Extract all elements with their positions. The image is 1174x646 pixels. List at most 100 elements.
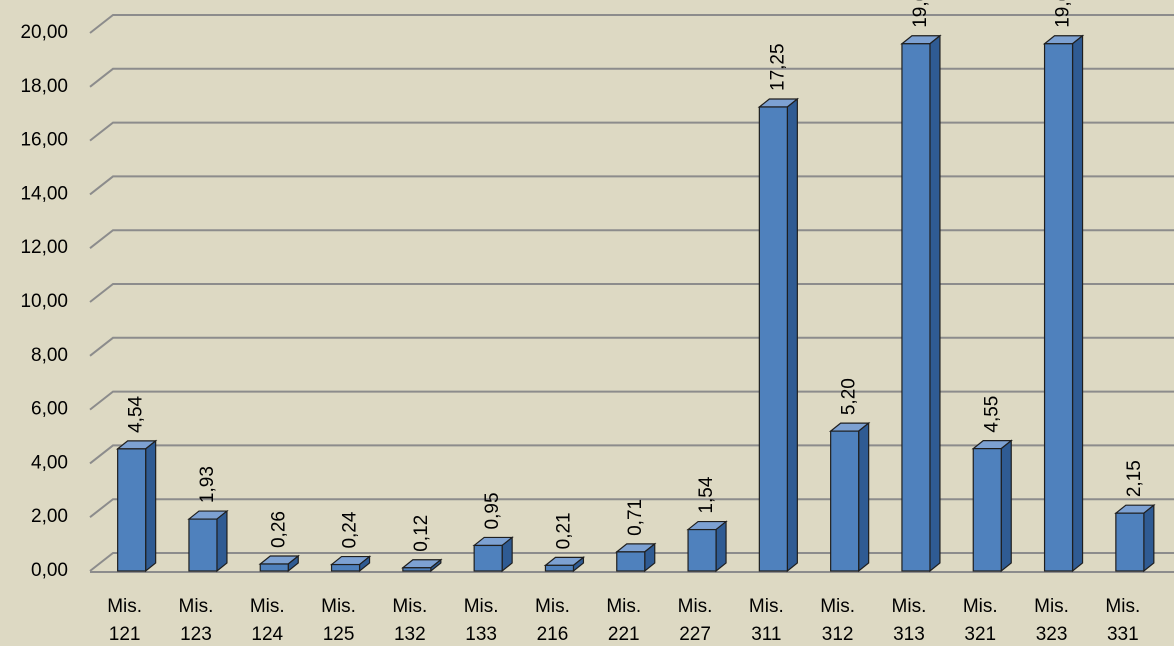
value-label: 2,15 (1124, 460, 1145, 497)
y-tick-label: 2,00 (31, 506, 68, 527)
value-label: 0,26 (268, 511, 289, 548)
grid-line (89, 552, 1174, 572)
grid-line (89, 390, 1174, 411)
x-tick-label: Mis. (678, 596, 713, 617)
value-label: 4,55 (981, 396, 1002, 433)
bar-side (1143, 503, 1155, 573)
bar-front (117, 448, 147, 572)
bar-side (216, 509, 228, 573)
bar-side (715, 520, 727, 573)
bar-front (830, 430, 860, 572)
x-tick-label: Mis. (179, 596, 214, 617)
x-tick-label: Mis. (749, 596, 784, 617)
x-tick-label: Mis. (963, 596, 998, 617)
y-tick-label: 18,00 (20, 76, 68, 97)
x-tick-label: Mis. (321, 596, 356, 617)
bar (472, 536, 514, 573)
bar-front (616, 551, 646, 572)
bar (401, 558, 443, 573)
bar-front (972, 448, 1002, 572)
x-tick-label: Mis. (250, 596, 285, 617)
x-tick-label: Mis. (535, 596, 570, 617)
bar-side (929, 34, 941, 573)
bar-front (758, 106, 788, 572)
x-tick-label: 216 (537, 624, 569, 645)
x-tick-label: 125 (323, 624, 355, 645)
y-tick-label: 10,00 (20, 291, 68, 312)
bar-side (858, 421, 870, 573)
y-tick-label: 0,00 (31, 560, 68, 581)
x-tick-label: Mis. (1105, 596, 1140, 617)
bar-front (402, 567, 432, 572)
y-tick-label: 4,00 (31, 452, 68, 473)
bar-side (786, 97, 798, 573)
bar (900, 34, 942, 573)
x-tick-label: Mis. (1034, 596, 1069, 617)
grid-line (89, 444, 1174, 465)
x-tick-label: Mis. (392, 596, 427, 617)
x-tick-label: 132 (394, 624, 426, 645)
bar (329, 555, 372, 573)
grid-line (89, 67, 1174, 88)
value-label: 17,25 (767, 43, 788, 91)
x-tick-label: 312 (822, 624, 854, 645)
y-tick-label: 14,00 (20, 183, 68, 204)
bar (828, 421, 871, 573)
bar-side (1000, 439, 1012, 573)
y-tick-label: 8,00 (31, 345, 68, 366)
value-label: 0,12 (411, 515, 432, 552)
y-tick-label: 16,00 (20, 130, 68, 151)
x-tick-label: Mis. (464, 596, 499, 617)
x-tick-label: 123 (180, 624, 212, 645)
value-label: 19,60 (1053, 0, 1074, 28)
value-label: 0,21 (553, 512, 574, 549)
bar (543, 556, 586, 573)
bar (615, 542, 657, 573)
x-tick-label: 311 (751, 624, 781, 645)
bar-side (1071, 34, 1084, 573)
bar-front (188, 518, 218, 572)
x-tick-label: 331 (1107, 624, 1139, 645)
grid-line (89, 336, 1174, 357)
value-label: 0,24 (340, 511, 361, 548)
grid-line (89, 498, 1174, 518)
bar (258, 554, 300, 573)
bar-front (330, 563, 361, 572)
y-tick-label: 12,00 (20, 237, 68, 258)
x-tick-label: 133 (465, 624, 497, 645)
x-tick-label: 227 (679, 624, 711, 645)
bar (1042, 34, 1085, 573)
bar-front (1043, 43, 1074, 572)
value-label: 0,71 (625, 499, 646, 536)
value-label: 1,93 (197, 466, 218, 503)
value-label: 19,60 (910, 0, 931, 28)
x-tick-label: 124 (251, 624, 283, 645)
grid-line (89, 121, 1174, 142)
x-tick-label: 321 (964, 624, 996, 645)
value-label: 1,54 (696, 476, 717, 513)
bar-front (901, 43, 931, 572)
bar-front (259, 563, 289, 572)
bar (757, 97, 800, 573)
bar (187, 509, 229, 573)
x-tick-label: 313 (893, 624, 925, 645)
grid-line (89, 283, 1174, 303)
bar (971, 439, 1013, 573)
bar-front (1115, 512, 1145, 572)
x-tick-label: Mis. (107, 596, 142, 617)
bar (1114, 503, 1156, 573)
grid-line (89, 14, 1174, 34)
grid-line (89, 229, 1174, 249)
y-tick-label: 6,00 (31, 399, 68, 420)
x-tick-label: 121 (109, 624, 141, 645)
x-tick-label: 221 (608, 624, 640, 645)
x-tick-label: Mis. (820, 596, 855, 617)
bar-front (473, 544, 503, 572)
value-label: 4,54 (126, 395, 147, 432)
bar-front (544, 564, 575, 572)
value-label: 5,20 (839, 378, 860, 415)
bar-side (145, 439, 157, 573)
y-tick-label: 20,00 (20, 22, 68, 43)
bar-front (687, 528, 717, 572)
